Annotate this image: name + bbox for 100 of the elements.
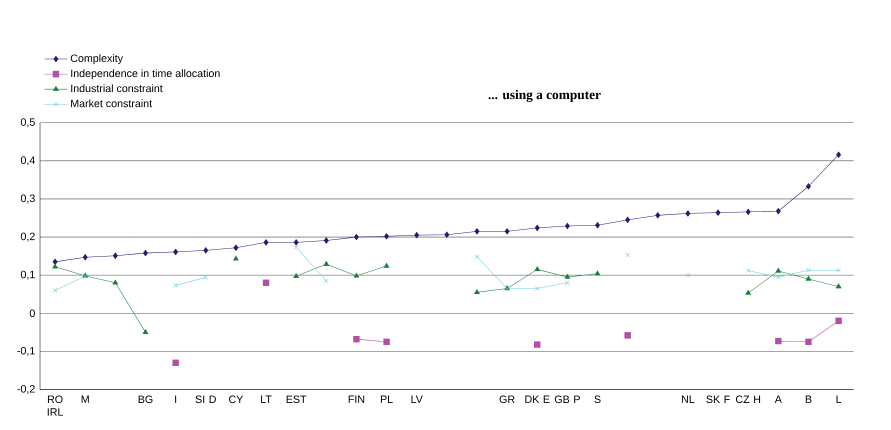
y-tick-label: 0,2 (20, 232, 35, 242)
point (806, 268, 811, 273)
point (474, 228, 480, 235)
point (504, 228, 510, 235)
point (233, 244, 238, 252)
point (806, 276, 812, 281)
point (565, 280, 570, 286)
point (172, 360, 179, 366)
point (203, 247, 208, 254)
point (323, 261, 330, 266)
point (564, 274, 570, 280)
x-tick-label: FIN (348, 396, 364, 404)
point (534, 286, 540, 292)
y-tick-label: 0,4 (20, 156, 35, 166)
legend-label: Industrial constraint (71, 84, 163, 92)
point (624, 332, 631, 339)
y-tick-label: 0,3 (20, 194, 35, 204)
x-tick-label: GR (500, 396, 515, 404)
point (383, 338, 390, 346)
point (112, 280, 118, 285)
point (143, 250, 148, 257)
point (685, 210, 690, 217)
x-tick-label: SK F (706, 396, 730, 404)
point (595, 222, 600, 229)
point (52, 264, 58, 269)
legend-label: Complexity (70, 54, 123, 64)
point (836, 152, 842, 158)
point (52, 288, 58, 293)
point (534, 266, 540, 272)
x-tick-label: CY (229, 396, 244, 404)
point (806, 183, 811, 190)
point (746, 268, 751, 274)
point (836, 284, 842, 289)
point (112, 252, 118, 260)
x-tick-label: EST (286, 396, 306, 404)
x-tick-label: LT (261, 396, 272, 404)
point (354, 272, 360, 278)
point (324, 278, 329, 284)
x-tick-label: L (836, 396, 842, 404)
x-tick-label: SI D (196, 396, 216, 404)
x-tick-label: PL (380, 396, 393, 404)
point (324, 238, 329, 244)
y-tick-label: 0 (30, 310, 35, 318)
point (233, 256, 239, 261)
x-tick-label: RO IRL (48, 396, 64, 416)
point (354, 234, 359, 240)
point (745, 290, 752, 296)
point (173, 283, 178, 288)
point (776, 208, 781, 215)
point (655, 212, 660, 219)
x-tick-label: GB P (554, 396, 580, 404)
point (52, 258, 58, 266)
point (414, 232, 420, 239)
point (444, 232, 450, 238)
x-tick-label: B (806, 396, 812, 404)
point (264, 239, 268, 246)
point (384, 233, 390, 240)
point (384, 263, 390, 268)
point (805, 338, 812, 346)
x-tick-label: CZ H (736, 396, 760, 404)
x-tick-label: LV (411, 396, 423, 404)
point (293, 273, 299, 278)
point (294, 245, 299, 250)
point (686, 273, 690, 278)
point (746, 208, 751, 216)
point (776, 274, 781, 280)
point (173, 248, 178, 256)
x-tick-label: I (175, 396, 176, 404)
point (142, 329, 148, 334)
point (836, 268, 841, 273)
point (625, 252, 630, 258)
point (294, 239, 299, 246)
x-tick-label: A (774, 396, 782, 404)
y-tick-label: 0,5 (20, 118, 35, 128)
x-tick-label: NL (682, 396, 694, 404)
legend-label: Market constraint (71, 100, 152, 108)
point (625, 216, 630, 224)
point (353, 336, 360, 343)
point (776, 268, 782, 273)
point (82, 254, 88, 261)
x-tick-label: DK E (525, 396, 550, 404)
point (203, 275, 208, 280)
x-tick-label: S (594, 396, 601, 404)
legend-label: Independence in time allocation (71, 69, 220, 80)
point (534, 342, 540, 348)
point (534, 224, 540, 232)
x-tick-label: M (82, 396, 89, 404)
x-tick-label: BG (138, 396, 152, 404)
point (564, 223, 570, 230)
point (835, 318, 842, 324)
chart-title: ... using a computer (488, 90, 601, 102)
y-tick-label: -0,1 (17, 347, 35, 356)
point (594, 270, 600, 276)
point (775, 338, 782, 345)
point (262, 280, 270, 286)
y-tick-label: -0,2 (17, 385, 35, 394)
y-tick-label: 0,1 (20, 271, 35, 280)
point (474, 254, 480, 260)
point (474, 289, 480, 294)
point (716, 210, 721, 216)
